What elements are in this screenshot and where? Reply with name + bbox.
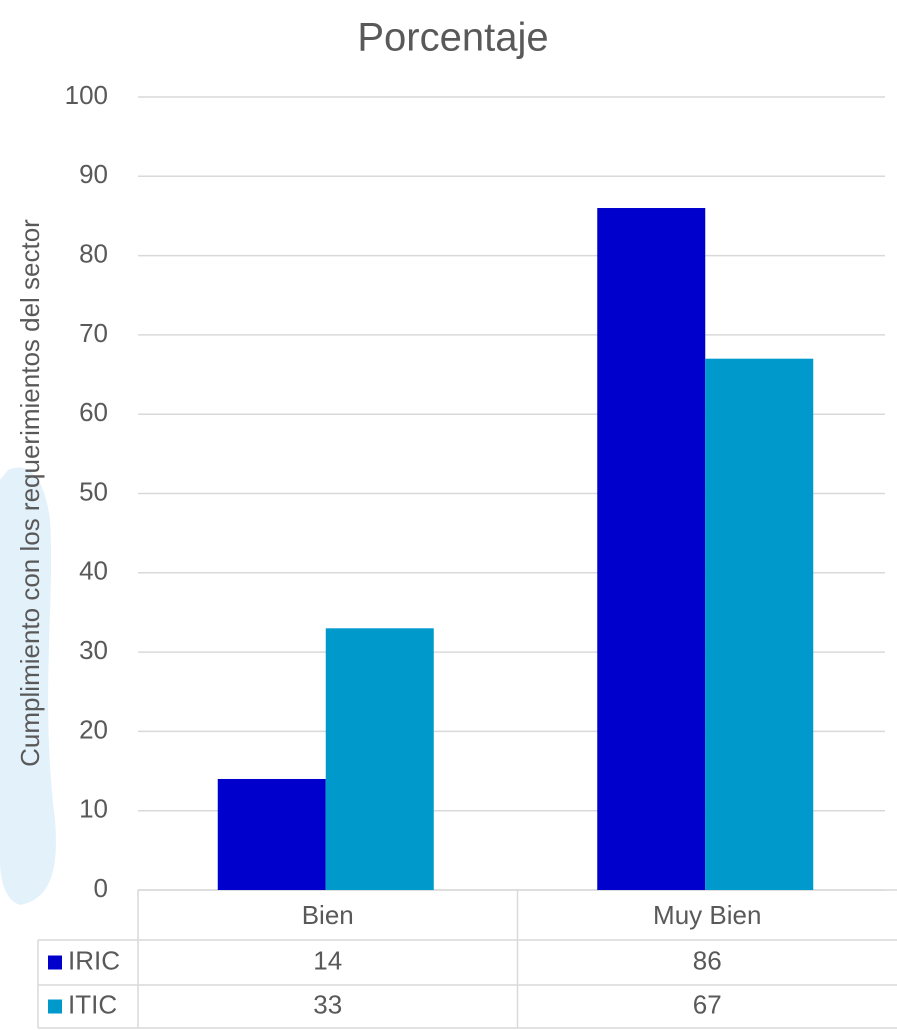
legend-label: IRIC [68,945,120,975]
y-tick-label: 50 [79,476,108,506]
y-tick-label: 10 [79,794,108,824]
y-tick-label: 30 [79,635,108,665]
y-tick-label: 20 [79,714,108,744]
bar [705,358,814,890]
table-value: 86 [693,945,722,975]
y-tick-label: 60 [79,397,108,427]
legend-swatch [48,955,62,970]
background-shape [0,467,56,905]
bar [597,208,706,890]
y-axis-label: Cumplimiento con los requerimientos del … [15,219,45,767]
bar [217,778,326,890]
table-value: 14 [313,945,342,975]
bar [325,628,434,890]
chart-title: Porcentaje [357,16,548,60]
y-tick-label: 100 [65,80,108,110]
table-value: 33 [313,989,342,1019]
x-tick-label: Muy Bien [653,900,761,930]
y-tick-label: 0 [94,873,108,903]
y-tick-label: 70 [79,318,108,348]
legend-swatch [48,999,62,1014]
table-value: 67 [693,989,722,1019]
x-tick-label: Bien [302,900,354,930]
y-tick-label: 40 [79,556,108,586]
legend-label: ITIC [68,989,117,1019]
y-tick-label: 90 [79,159,108,189]
y-tick-label: 80 [79,238,108,268]
